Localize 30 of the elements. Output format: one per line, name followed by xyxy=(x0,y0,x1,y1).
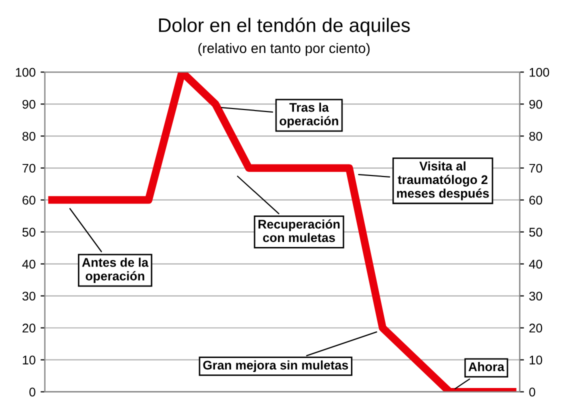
y2-tick-label: 100 xyxy=(530,68,550,77)
annotation: Antes de la operación xyxy=(82,258,149,283)
annotation: Tras la operación xyxy=(280,102,338,128)
y2-tick-label: 0 xyxy=(529,388,536,396)
y2-tick-label: 40 xyxy=(529,260,542,269)
y2-tick-label: 70 xyxy=(529,164,542,173)
annotation: Visita al traumatólogo 2 meses después xyxy=(397,161,489,200)
annotation: Gran mejora sin muletas xyxy=(203,360,348,372)
y2-tick-label: 80 xyxy=(529,132,542,141)
y2-tick-label: 20 xyxy=(529,324,542,333)
y-tick-label: 60 xyxy=(22,196,36,205)
annotation: Ahora xyxy=(468,362,504,372)
y2-tick-label: 10 xyxy=(530,356,542,364)
y-tick-label: 90 xyxy=(22,100,36,109)
y2-tick-label: 60 xyxy=(529,196,542,205)
y-tick-label: 70 xyxy=(22,164,36,173)
y2-tick-label: 90 xyxy=(529,100,542,109)
y-tick-label: 10 xyxy=(22,356,36,364)
y-tick-label: 100 xyxy=(16,68,36,77)
annotation: Recuperación con muletas xyxy=(258,219,340,242)
y-tick-label: 80 xyxy=(22,132,36,141)
y2-tick-label: 30 xyxy=(529,292,542,301)
y-tick-label: 40 xyxy=(22,260,36,269)
y-tick-label: 50 xyxy=(22,228,36,237)
chart-subtitle: (relativo en tanto por ciento) xyxy=(198,42,370,56)
y-tick-label: 20 xyxy=(22,324,36,333)
y-tick-label: 0 xyxy=(29,388,36,396)
y2-tick-label: 50 xyxy=(529,228,542,237)
chart-title: Dolor en el tendón de aquiles xyxy=(159,18,410,36)
y-tick-label: 30 xyxy=(22,292,36,301)
